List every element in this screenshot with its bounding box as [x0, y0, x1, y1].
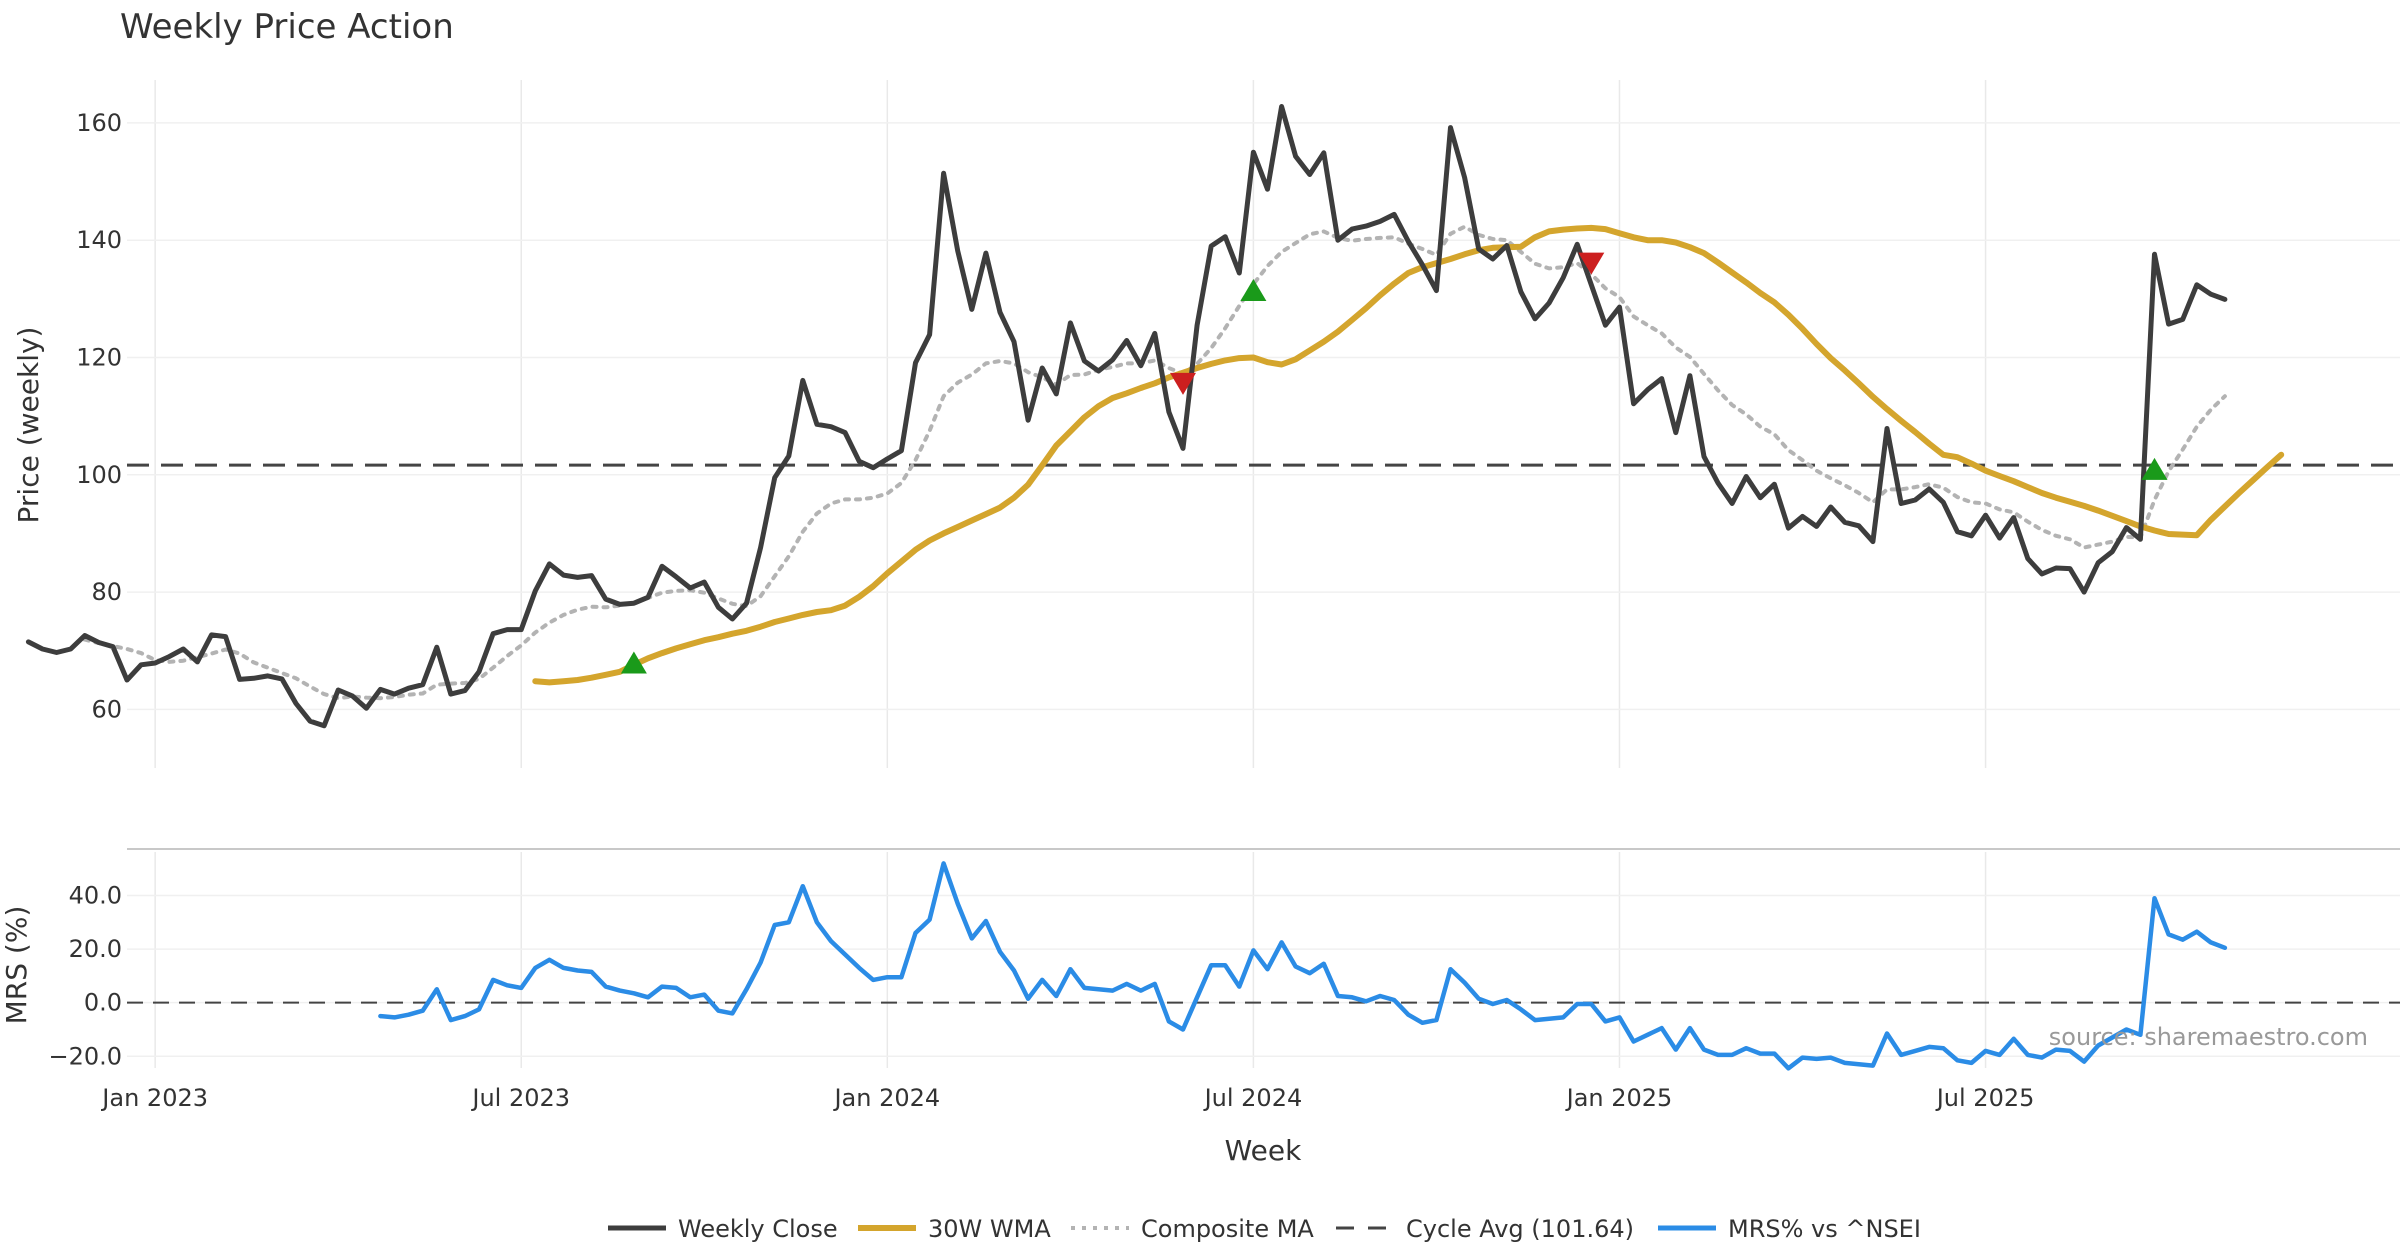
buy-signal-marker	[2141, 457, 2168, 480]
mrs-y-tick-label: −20.0	[48, 1042, 122, 1070]
x-tick-label: Jul 2024	[1203, 1084, 1303, 1112]
legend-label: 30W WMA	[928, 1215, 1051, 1243]
mrs-y-tick-label: 0.0	[84, 989, 122, 1017]
price-y-tick-label: 120	[76, 343, 122, 371]
x-tick-label: Jul 2023	[470, 1084, 570, 1112]
source-credit: source: sharemaestro.com	[2049, 1023, 2368, 1051]
vertical-gridlines	[154, 80, 1987, 1068]
buy-signal-marker	[1240, 279, 1267, 302]
price-y-tick-label: 140	[76, 226, 122, 254]
mrs-y-axis-label: MRS (%)	[0, 906, 33, 1025]
mrs-y-tick-label: 40.0	[69, 882, 122, 910]
sell-signal-marker	[1170, 372, 1196, 395]
composite-ma-line	[82, 224, 2227, 701]
mrs-y-ticks: 40.0 20.0 0.0 −20.0	[48, 882, 122, 1071]
legend-label: MRS% vs ^NSEI	[1728, 1215, 1921, 1243]
legend-label: Weekly Close	[678, 1215, 838, 1243]
x-axis-label: Week	[1225, 1134, 1302, 1167]
price-y-tick-label: 100	[76, 461, 122, 489]
price-y-axis-label: Price (weekly)	[12, 327, 45, 524]
x-tick-label: Jan 2023	[100, 1084, 208, 1112]
mrs-y-tick-label: 20.0	[69, 935, 122, 963]
buy-signal-marker	[620, 651, 647, 674]
mrs-line	[378, 861, 2228, 1071]
x-tick-label: Jan 2024	[832, 1084, 940, 1112]
price-y-tick-label: 80	[91, 578, 122, 606]
sell-signal-marker	[1578, 252, 1605, 275]
price-y-ticks: 60 80 100 120 140 160	[76, 109, 122, 723]
x-tick-label: Jan 2025	[1565, 1084, 1673, 1112]
wma-30w-line	[532, 224, 2285, 686]
legend-label: Composite MA	[1141, 1215, 1314, 1243]
price-horizontal-gridlines	[127, 122, 2400, 711]
legend-label: Cycle Avg (101.64)	[1406, 1215, 1634, 1243]
signal-markers	[620, 252, 2168, 674]
x-tick-label: Jul 2025	[1935, 1084, 2035, 1112]
price-y-tick-label: 60	[91, 695, 122, 723]
legend: Weekly Close 30W WMA Composite MA Cycle Avg…	[608, 1215, 1921, 1243]
x-ticks: Jan 2023 Jul 2023 Jan 2024 Jul 2024 Jan 2025…	[100, 1084, 2034, 1112]
price-y-tick-label: 160	[76, 109, 122, 137]
weekly-close-line	[25, 104, 2228, 729]
chart-title: Weekly Price Action	[120, 7, 454, 47]
